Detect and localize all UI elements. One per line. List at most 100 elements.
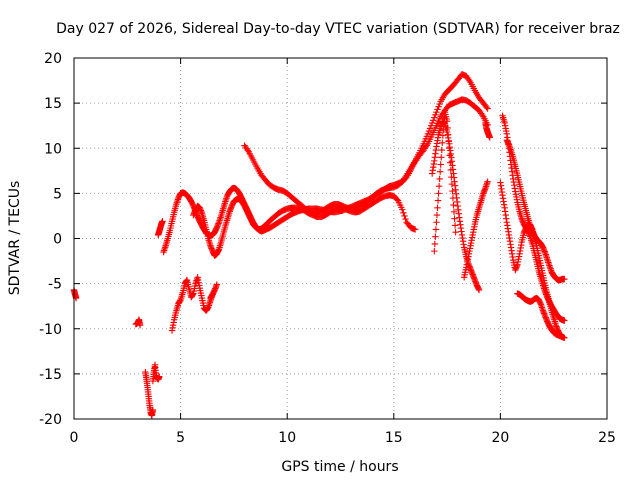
data-point [475, 286, 483, 294]
y-tick-label: -5 [48, 277, 62, 293]
data-point [427, 122, 435, 129]
data-point [435, 182, 443, 190]
series-seg-j [241, 71, 491, 217]
x-tick-label: 20 [491, 430, 509, 446]
data-point [439, 132, 447, 139]
data-point [436, 100, 443, 108]
data-point [446, 152, 453, 159]
data-point [430, 117, 437, 124]
data-point [440, 120, 448, 128]
data-point [444, 124, 451, 132]
series-seg-d [149, 361, 163, 385]
data-point [393, 196, 401, 203]
data-point [444, 131, 452, 138]
y-tick-label: 20 [44, 51, 62, 67]
series-seg-k [482, 119, 493, 141]
data-point [401, 212, 408, 220]
data-point [423, 142, 431, 149]
x-tick-label: 15 [385, 430, 403, 446]
data-point [448, 180, 456, 188]
grid-lines [74, 58, 607, 419]
data-point [149, 406, 157, 414]
data-point [159, 218, 166, 225]
data-point [447, 166, 455, 174]
data-point [431, 240, 439, 248]
data-points [70, 71, 568, 419]
data-point [449, 187, 456, 195]
data-point [443, 117, 451, 125]
y-tick-label: -20 [39, 412, 62, 428]
data-point [484, 178, 491, 185]
data-point [452, 228, 459, 236]
series-seg-c [142, 368, 157, 419]
data-point [451, 222, 459, 229]
data-point [436, 175, 443, 183]
data-point [436, 168, 444, 175]
data-point [435, 103, 442, 110]
series-seg-e [155, 218, 166, 239]
data-point [438, 146, 445, 154]
x-tick-label: 5 [176, 430, 185, 446]
data-point [447, 159, 454, 166]
series-seg-b [132, 316, 144, 329]
data-point [136, 321, 144, 329]
data-point [449, 194, 457, 202]
data-point [432, 233, 439, 240]
data-point [399, 206, 406, 213]
data-point [433, 219, 440, 226]
data-point [434, 204, 441, 212]
data-point [561, 317, 568, 324]
y-tick-label: 0 [53, 232, 62, 248]
data-point [424, 130, 432, 138]
data-point [402, 215, 409, 223]
data-point [411, 226, 419, 233]
series-seg-g [168, 274, 216, 334]
data-point [431, 247, 438, 255]
data-point [479, 111, 486, 119]
data-point [440, 126, 447, 133]
data-point [434, 197, 442, 204]
x-tick-label: 0 [70, 430, 79, 446]
data-point [448, 173, 455, 181]
series-seg-h [207, 281, 221, 302]
series-seg-n [460, 178, 491, 281]
data-point [156, 373, 163, 380]
data-point [483, 103, 490, 111]
y-tick-label: 10 [44, 141, 62, 157]
data-point [437, 161, 444, 168]
axis-ticks: 0 5 10 15 20 25 -20 -15 -10 -5 0 5 10 15 20 [39, 51, 616, 446]
series-seg-r [514, 290, 566, 341]
x-tick-label: 10 [278, 430, 296, 446]
y-tick-label: 15 [44, 96, 62, 112]
data-point [439, 139, 446, 147]
data-point [244, 147, 251, 154]
data-point [434, 106, 441, 113]
data-point [433, 211, 441, 219]
data-point [400, 209, 407, 216]
series-seg-q [503, 136, 568, 284]
y-tick-label: -15 [39, 367, 62, 383]
x-tick-label: 25 [598, 430, 616, 446]
y-tick-label: 5 [53, 186, 62, 202]
data-point [450, 201, 457, 209]
x-axis-label: GPS time / hours [281, 459, 398, 475]
data-point [466, 77, 473, 84]
data-point [432, 111, 439, 119]
series-seg-m [431, 108, 459, 255]
data-point [561, 275, 568, 283]
data-point [484, 105, 491, 112]
data-point [428, 119, 436, 127]
data-point [433, 108, 440, 116]
data-point [486, 134, 493, 141]
data-point [431, 114, 438, 121]
y-axis-label: SDTVAR / TECUs [7, 181, 23, 296]
data-point [425, 127, 433, 135]
data-point [446, 145, 453, 152]
data-point [438, 154, 445, 161]
data-point [213, 281, 221, 288]
data-point [435, 190, 442, 197]
data-point [451, 215, 458, 222]
data-point [432, 226, 440, 233]
